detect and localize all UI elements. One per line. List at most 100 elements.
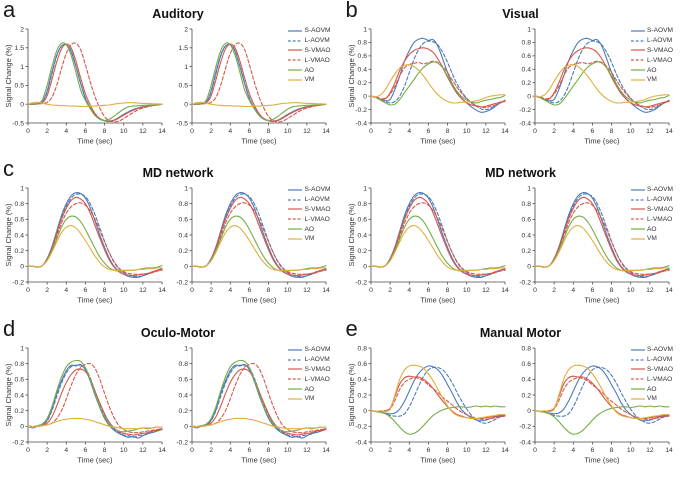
plots-md-network-right: 1 0.8 0.6 0.4 0.2 0 -0.2 0 2 4 6 8 10 12 14 Time (sec) S… bbox=[347, 182, 675, 315]
legend-entry: AO bbox=[288, 224, 331, 234]
x-tick-label: 2 bbox=[209, 287, 213, 294]
legend-line-sample bbox=[630, 359, 645, 361]
y-tick-label: 0 bbox=[20, 102, 24, 109]
legend-line-sample bbox=[630, 59, 645, 61]
legend-line-sample bbox=[630, 238, 645, 240]
legend-entry: S-AOVM bbox=[288, 345, 331, 355]
x-tick-label: 2 bbox=[388, 287, 392, 294]
x-tick-label: 6 bbox=[84, 128, 88, 135]
legend-label: L-VMAO bbox=[647, 375, 673, 383]
x-tick-label: 6 bbox=[590, 128, 594, 135]
x-tick-label: 12 bbox=[303, 287, 311, 294]
x-tick-label: 10 bbox=[284, 447, 292, 454]
legend-line-sample bbox=[288, 359, 302, 361]
panel-manual-motor: e Manual Motor 0.8 0.6 0.4 0.2 0 -0.2 -0.4 0 2 4 6… bbox=[343, 316, 685, 478]
y-tick-label: 0.4 bbox=[179, 232, 189, 239]
y-tick-label: 0.2 bbox=[15, 248, 25, 255]
series-ao bbox=[369, 61, 506, 106]
legend-line-sample bbox=[288, 79, 302, 81]
x-tick-label: 8 bbox=[103, 447, 107, 454]
x-tick-label: 2 bbox=[552, 287, 556, 294]
y-tick-label: 0.6 bbox=[521, 361, 531, 368]
x-tick-label: 12 bbox=[303, 447, 311, 454]
legend: S-AOVM L-AOVM S-VMAO L-VMAO AO VM bbox=[630, 185, 673, 244]
legend-line-sample bbox=[630, 40, 645, 42]
x-tick-label: 12 bbox=[303, 128, 311, 135]
series-ao bbox=[369, 405, 506, 435]
y-tick-label: 0.2 bbox=[357, 80, 367, 87]
legend-line-sample bbox=[288, 49, 302, 52]
x-tick-label: 0 bbox=[369, 128, 373, 135]
x-tick-label: 14 bbox=[501, 128, 509, 135]
legend-label: L-VMAO bbox=[647, 215, 673, 223]
legend-entry: S-VMAO bbox=[630, 205, 673, 215]
legend-entry: VM bbox=[630, 75, 674, 85]
y-axis-label: Signal Change (%) bbox=[4, 203, 13, 266]
panel-title-manual-motor: Manual Motor bbox=[479, 326, 562, 340]
panel-md-network-right: MD network 1 0.8 0.6 0.4 0.2 0 -0.2 0 2 4 6 8 10 12 14… bbox=[343, 159, 685, 319]
legend-line-sample bbox=[630, 218, 645, 220]
y-tick-label: 0.4 bbox=[521, 377, 531, 384]
series-vm bbox=[369, 225, 506, 271]
series-l-aovm bbox=[27, 193, 163, 278]
x-tick-label: 0 bbox=[533, 287, 537, 294]
x-tick-label: 2 bbox=[388, 128, 392, 135]
series-s-aovm bbox=[533, 37, 670, 113]
plots-md-network-left: 1 0.8 0.6 0.4 0.2 0 -0.2 0 2 4 6 8 10 12 14 Time (sec) S… bbox=[4, 182, 332, 315]
y-tick-label: 0 bbox=[184, 424, 188, 431]
x-tick-label: 2 bbox=[552, 447, 556, 454]
legend-entry: L-AOVM bbox=[630, 355, 674, 365]
legend-line-sample bbox=[288, 189, 302, 191]
legend-label: S-AOVM bbox=[304, 27, 331, 35]
x-axis-label: Time (sec) bbox=[420, 137, 456, 146]
x-tick-label: 14 bbox=[158, 447, 166, 454]
y-tick-label: 0.2 bbox=[357, 248, 367, 255]
series-s-vmao bbox=[369, 196, 506, 277]
y-tick-label: 0 bbox=[527, 264, 531, 271]
legend-entry: L-VMAO bbox=[288, 55, 331, 65]
y-tick-label: 0.2 bbox=[357, 392, 367, 399]
y-tick-label: 0 bbox=[363, 408, 367, 415]
x-tick-label: 0 bbox=[190, 447, 194, 454]
x-tick-label: 12 bbox=[482, 287, 490, 294]
x-tick-label: 2 bbox=[209, 447, 213, 454]
x-tick-label: 12 bbox=[482, 128, 490, 135]
series-l-aovm bbox=[533, 40, 670, 111]
series-s-aovm bbox=[27, 191, 163, 279]
legend-entry: L-AOVM bbox=[288, 36, 331, 46]
series-vm bbox=[533, 364, 670, 420]
x-tick-label: 6 bbox=[426, 128, 430, 135]
x-tick-label: 10 bbox=[462, 128, 470, 135]
series-l-aovm bbox=[369, 366, 506, 424]
x-tick-label: 14 bbox=[501, 287, 509, 294]
legend-line-sample bbox=[288, 59, 302, 61]
x-tick-label: 12 bbox=[139, 287, 147, 294]
x-tick-label: 8 bbox=[609, 128, 613, 135]
y-tick-label: 0.6 bbox=[521, 53, 531, 60]
x-tick-label: 6 bbox=[248, 287, 252, 294]
legend-line-sample bbox=[630, 199, 645, 201]
legend: S-AOVM L-AOVM S-VMAO L-VMAO AO VM bbox=[288, 185, 331, 244]
x-tick-label: 4 bbox=[64, 447, 68, 454]
series-l-vmao bbox=[191, 42, 327, 123]
legend-entry: L-AOVM bbox=[288, 355, 331, 365]
series-vm bbox=[27, 101, 163, 108]
x-tick-label: 2 bbox=[388, 447, 392, 454]
legend-entry: AO bbox=[630, 65, 674, 75]
series-s-vmao bbox=[191, 368, 327, 436]
legend-line-sample bbox=[288, 238, 302, 240]
y-tick-label: 1.5 bbox=[179, 45, 189, 52]
y-tick-label: 0.6 bbox=[521, 217, 531, 224]
legend-label: S-VMAO bbox=[647, 365, 674, 373]
x-tick-label: 0 bbox=[533, 128, 537, 135]
legend-label: VM bbox=[647, 76, 657, 84]
x-tick-label: 0 bbox=[369, 287, 373, 294]
series-l-vmao bbox=[27, 42, 163, 123]
x-tick-label: 4 bbox=[407, 447, 411, 454]
legend-line-sample bbox=[288, 228, 302, 230]
x-tick-label: 2 bbox=[45, 128, 49, 135]
series-l-aovm bbox=[369, 193, 506, 278]
x-tick-label: 10 bbox=[284, 287, 292, 294]
x-tick-label: 4 bbox=[64, 128, 68, 135]
